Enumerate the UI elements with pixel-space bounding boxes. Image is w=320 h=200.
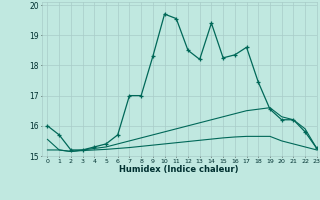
X-axis label: Humidex (Indice chaleur): Humidex (Indice chaleur) (119, 165, 239, 174)
